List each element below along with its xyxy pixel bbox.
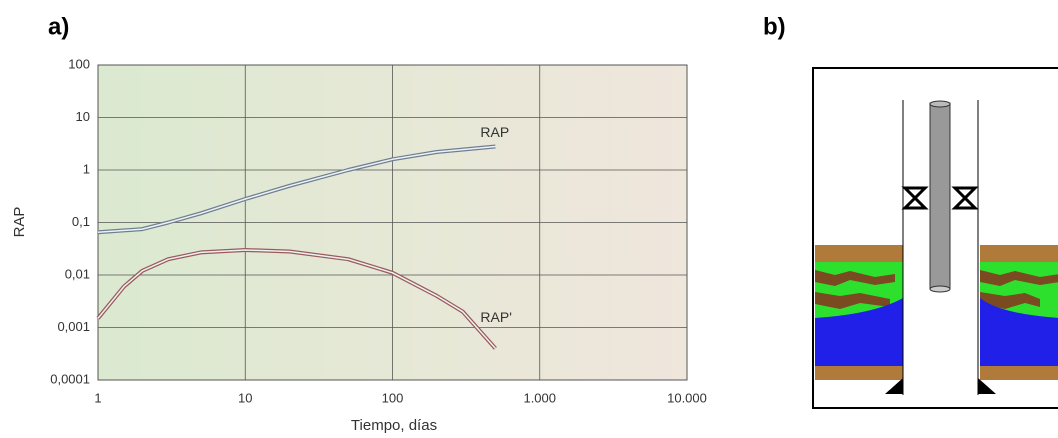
well-diagram [813, 68, 1058, 408]
x-tick-label: 1.000 [523, 390, 556, 405]
x-tick-label: 10 [238, 390, 252, 405]
series-label: RAP' [480, 309, 511, 325]
tubing-top [930, 101, 950, 107]
panel-label: a) [48, 13, 69, 40]
figure: a) b) 1 10 100 1.000 10.000 0,0001 0,001 0,01 0,… [0, 0, 1058, 438]
tubing-bottom [930, 286, 950, 292]
layer-shale [815, 366, 903, 380]
y-tick-label: 0,0001 [50, 371, 90, 386]
y-tick-label: 100 [68, 56, 90, 71]
y-tick-label: 1 [83, 161, 90, 176]
layer-shale [815, 245, 903, 263]
layer-shale [980, 245, 1058, 263]
x-axis-label: Tiempo, días [351, 417, 437, 434]
x-tick-label: 100 [382, 390, 404, 405]
tubing [930, 103, 950, 289]
y-tick-label: 0,01 [65, 266, 90, 281]
y-axis-label: RAP [11, 207, 28, 238]
y-tick-label: 10 [76, 109, 90, 124]
x-tick-label: 1 [94, 390, 101, 405]
layer-shale [980, 366, 1058, 380]
series-label: RAP [480, 124, 509, 140]
x-tick-label: 10.000 [667, 390, 707, 405]
y-tick-label: 0,001 [57, 319, 90, 334]
panel-label: b) [763, 13, 786, 40]
y-tick-label: 0,1 [72, 214, 90, 229]
